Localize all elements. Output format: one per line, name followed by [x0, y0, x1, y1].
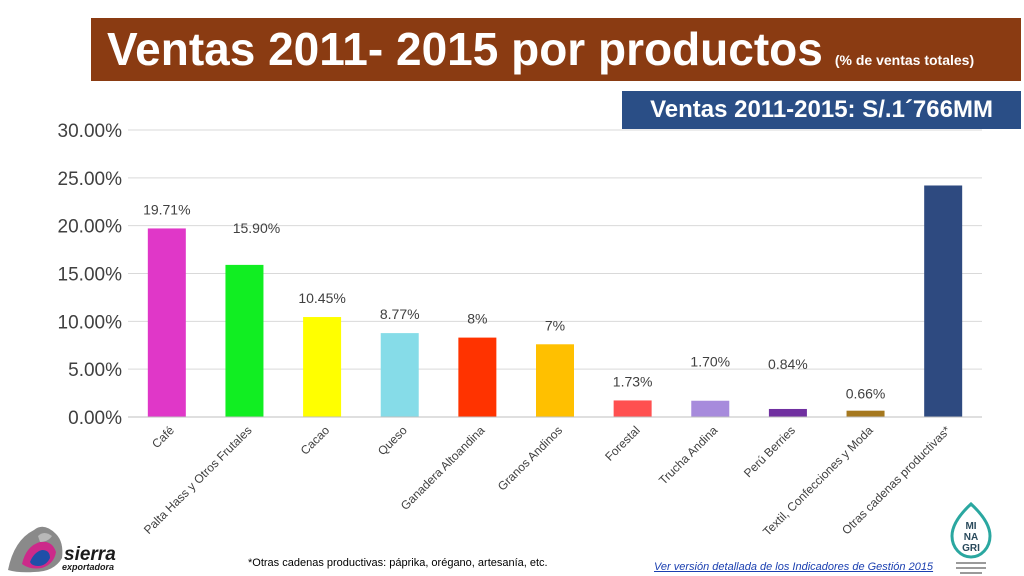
x-tick-label: Ganadera Altoandina [398, 423, 488, 513]
bar [536, 344, 574, 417]
bar [768, 408, 807, 417]
data-label: 0.66% [846, 386, 886, 402]
title-bar: Ventas 2011- 2015 por productos (% de ve… [91, 18, 1021, 81]
bar [380, 333, 419, 417]
y-tick-label: 20.00% [58, 217, 123, 238]
data-label: 1.70% [690, 354, 730, 370]
bar [691, 400, 730, 417]
bar [225, 264, 264, 417]
sierra-logo-text: sierra [64, 544, 116, 565]
bar [147, 228, 186, 417]
data-label: 0.84% [768, 356, 808, 372]
x-tick-label: Cacao [298, 423, 333, 458]
bar [613, 400, 652, 417]
x-tick-label: Perú Berries [741, 423, 798, 480]
data-label: 8% [467, 311, 487, 327]
y-tick-label: 15.00% [58, 265, 123, 286]
y-tick-label: 30.00% [58, 121, 123, 142]
data-label: 10.45% [298, 290, 345, 306]
data-label: 15.90% [233, 220, 280, 236]
bar [458, 337, 497, 417]
footnote: *Otras cadenas productivas: páprika, oré… [248, 557, 548, 569]
detail-link[interactable]: Ver versión detallada de los Indicadores… [654, 561, 934, 573]
data-label: 19.71% [143, 201, 190, 217]
bar [846, 410, 885, 417]
minagri-logo: MI NA GRI [950, 502, 992, 574]
exportadora-logo-text: exportadora [62, 562, 115, 572]
x-tick-label: Forestal [602, 423, 643, 464]
y-tick-label: 10.00% [58, 312, 123, 333]
y-tick-label: 0.00% [68, 408, 122, 429]
y-tick-label: 25.00% [58, 169, 123, 190]
data-label: 1.73% [613, 373, 653, 389]
sierra-exportadora-logo [8, 526, 63, 573]
page-title: Ventas 2011- 2015 por productos [107, 23, 823, 75]
x-tick-label: Café [149, 423, 177, 451]
x-tick-label: Trucha Andina [656, 423, 721, 488]
data-label: 8.77% [380, 306, 420, 322]
x-tick-label: Granos Andinos [495, 423, 565, 493]
minagri-text-3: GRI [962, 543, 980, 554]
minagri-text-2: NA [964, 532, 978, 543]
page-subtitle: (% de ventas totales) [834, 52, 975, 68]
bar-chart: 0.00% 5.00% 10.00% 15.00% 20.00% 25.00% 30.00%… [58, 121, 982, 539]
bar [303, 317, 342, 417]
minagri-text-1: MI [965, 521, 976, 532]
bar [924, 185, 963, 417]
data-label: 7% [545, 317, 565, 333]
total-sales-badge: Ventas 2011-2015: S/.1´766MM [622, 91, 1021, 129]
x-tick-label: Queso [375, 423, 410, 458]
y-tick-label: 5.00% [68, 360, 122, 381]
